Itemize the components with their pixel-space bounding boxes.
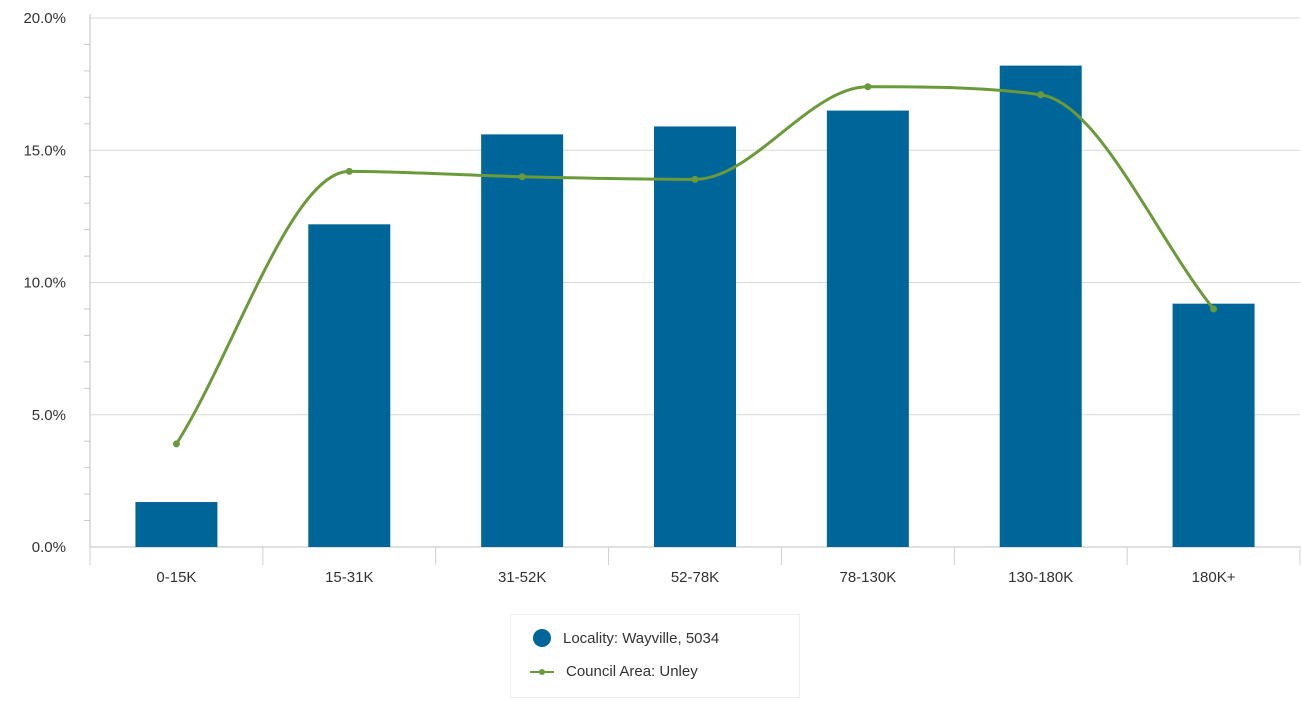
x-tick-label: 130-180K xyxy=(1008,569,1073,586)
line-point-15-31K[interactable] xyxy=(345,167,353,175)
bar-0-15K[interactable] xyxy=(135,502,218,547)
legend-item-locality[interactable]: Locality: Wayville, 5034 xyxy=(529,629,719,647)
legend-label-council: Council Area: Unley xyxy=(566,663,698,680)
x-tick-labels: 0-15K 15-31K 31-52K 52-78K 78-130K 130-180K 18… xyxy=(156,569,1235,586)
line-point-130-180K[interactable] xyxy=(1037,91,1045,99)
income-distribution-chart: 0.0% 5.0% 10.0% 15.0% 20.0% 0-15K 15-31K 31-52… xyxy=(23,10,1301,586)
y-tick-labels: 0.0% 5.0% 10.0% 15.0% 20.0% xyxy=(23,10,66,556)
x-tick-label: 31-52K xyxy=(498,569,546,586)
bar-130-180K[interactable] xyxy=(999,65,1082,548)
x-tick-label: 180K+ xyxy=(1192,569,1236,586)
bar-180K+[interactable] xyxy=(1172,303,1255,547)
line-point-31-52K[interactable] xyxy=(518,173,526,181)
x-tick-label: 0-15K xyxy=(156,569,196,586)
y-tick-label: 10.0% xyxy=(23,275,66,292)
y-tick-label: 20.0% xyxy=(23,10,66,27)
line-series xyxy=(172,83,1218,448)
x-tick-label: 78-130K xyxy=(839,569,896,586)
line-point-0-15K[interactable] xyxy=(172,440,180,448)
minor-ticks xyxy=(84,43,90,522)
line-point-78-130K[interactable] xyxy=(864,83,872,91)
legend-marker-circle-icon xyxy=(533,629,551,647)
y-tick-label: 15.0% xyxy=(23,142,66,159)
x-tick-label: 15-31K xyxy=(325,569,373,586)
line-point-52-78K[interactable] xyxy=(691,175,699,183)
legend-item-council[interactable]: Council Area: Unley xyxy=(529,663,698,680)
legend-marker-dot-icon xyxy=(539,668,545,675)
legend-marker-line-icon xyxy=(530,668,554,675)
legend: Locality: Wayville, 5034 Council Area: U… xyxy=(510,614,800,698)
bar-78-130K[interactable] xyxy=(826,110,909,547)
bar-series xyxy=(135,65,1255,548)
y-tick-label: 0.0% xyxy=(32,539,66,556)
legend-label-locality: Locality: Wayville, 5034 xyxy=(563,629,720,647)
bar-15-31K[interactable] xyxy=(308,224,391,547)
bar-52-78K[interactable] xyxy=(654,126,736,547)
bar-31-52K[interactable] xyxy=(481,134,564,547)
line-point-180K+[interactable] xyxy=(1210,305,1218,313)
y-tick-label: 5.0% xyxy=(32,407,66,424)
x-tick-label: 52-78K xyxy=(671,569,719,586)
